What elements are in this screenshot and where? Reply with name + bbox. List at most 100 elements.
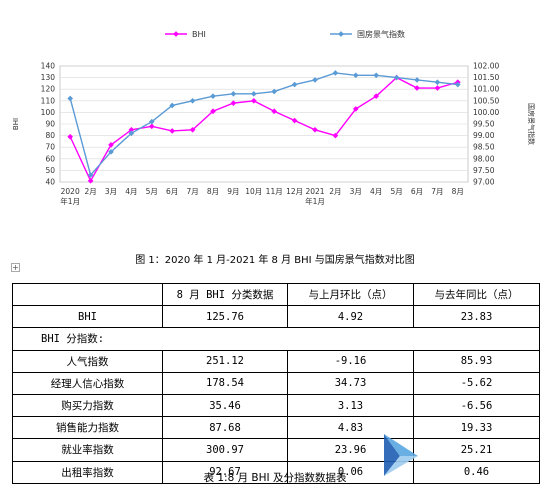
y-left-tick-label: 130 xyxy=(41,73,56,82)
data-point-bhi xyxy=(169,128,176,134)
y-right-tick-label: 101.50 xyxy=(473,73,499,82)
x-tick-label: 4月 xyxy=(125,187,137,196)
y-right-tick-label: 100.00 xyxy=(473,108,499,117)
y-left-tick-label: 140 xyxy=(41,62,56,71)
y-left-axis-title: BHI xyxy=(12,118,20,130)
row-name: 购买力指数 xyxy=(12,393,163,418)
x-tick-label: 5月 xyxy=(390,187,402,196)
table-row: 销售能力指数 87.68 4.83 19.33 xyxy=(12,416,540,440)
data-point-bhi xyxy=(352,106,359,112)
x-tick-label: 7月 xyxy=(186,187,198,196)
data-point-guofang xyxy=(434,79,441,86)
legend-label: 国房景气指数 xyxy=(357,29,405,39)
x-tick-label: 2月 xyxy=(329,187,341,196)
data-point-bhi xyxy=(373,93,380,99)
value-cell: 3.13 xyxy=(287,393,414,418)
header-cell: 与上月环比（点） xyxy=(287,282,414,307)
x-tick-label: 11月 xyxy=(266,187,283,196)
header-cell: 与去年同比（点） xyxy=(413,282,540,307)
figure-caption: 图 1：2020 年 1 月-2021 年 8 月 BHI 与国房景气指数对比图 xyxy=(135,255,415,266)
y-right-axis-title: 国房景气指数 xyxy=(527,103,536,145)
data-point-guofang xyxy=(67,95,74,102)
value-cell: 19.33 xyxy=(413,416,540,440)
data-point-guofang xyxy=(87,172,94,178)
x-tick-label: 8月 xyxy=(452,187,464,196)
x-tick-label: 12月 xyxy=(286,187,303,196)
data-point-bhi xyxy=(271,108,278,115)
value-cell: 0.46 xyxy=(413,460,540,484)
data-point-bhi xyxy=(128,126,135,133)
data-point-guofang xyxy=(189,97,196,104)
row-name: 人气指数 xyxy=(12,349,163,373)
data-point-bhi xyxy=(108,142,114,148)
data-point-bhi xyxy=(312,126,318,133)
y-right-tick-label: 101.00 xyxy=(473,85,499,94)
y-right-tick-label: 100.50 xyxy=(473,96,499,105)
section-label: BHI 分指数: xyxy=(12,327,540,351)
x-tick-label: 10月 xyxy=(245,187,262,196)
data-point-bhi xyxy=(414,85,420,91)
row-name: 出租率指数 xyxy=(12,460,163,484)
legend-label: BHI xyxy=(192,30,206,39)
x-tick-label: 6月 xyxy=(166,187,178,196)
value-cell: 85.93 xyxy=(413,349,540,373)
data-point-guofang xyxy=(393,74,400,81)
table-row: 出租率指数 92.67 0.06 0.46 xyxy=(12,460,540,484)
data-point-bhi xyxy=(250,97,257,104)
value-cell: 35.46 xyxy=(162,393,288,418)
data-point-guofang xyxy=(414,77,420,83)
value-cell: -9.16 xyxy=(287,349,414,373)
y-left-tick-label: 100 xyxy=(41,108,56,117)
y-right-tick-label: 98.00 xyxy=(473,154,495,163)
y-left-tick-label: 90 xyxy=(45,120,55,129)
y-right-tick-label: 99.50 xyxy=(473,120,495,129)
row-name: BHI xyxy=(12,305,163,329)
data-point-guofang xyxy=(373,72,380,79)
value-cell: 125.76 xyxy=(162,305,288,329)
table-move-handle-icon[interactable]: + xyxy=(11,263,20,272)
x-tick-label: 6月 xyxy=(411,187,423,196)
x-tick-label: 2020 年1月 xyxy=(60,187,80,206)
x-tick-label: 2021 年1月 xyxy=(305,187,325,206)
value-cell: 251.12 xyxy=(162,349,288,373)
data-point-guofang xyxy=(454,81,461,88)
data-table: 8 月 BHI 分类数据 与上月环比（点） 与去年同比（点） BHI 125.7… xyxy=(12,282,540,484)
line-chart: 40 50 60 70 80 90 100 110 120 130 140 97.00 97.50 98.… xyxy=(12,29,536,206)
data-point-guofang xyxy=(312,77,318,83)
header-cell xyxy=(12,282,163,307)
data-point-guofang xyxy=(352,72,359,79)
table-row: 购买力指数 35.46 3.13 -6.56 xyxy=(12,393,540,418)
x-tick-label: 7月 xyxy=(431,187,443,196)
data-point-guofang xyxy=(291,81,298,88)
legend-swatch-marker xyxy=(338,31,344,37)
data-point-bhi xyxy=(148,123,155,130)
legend-swatch-marker xyxy=(173,31,179,37)
row-name: 就业率指数 xyxy=(12,438,163,462)
header-cell: 8 月 BHI 分类数据 xyxy=(162,282,288,307)
data-point-bhi xyxy=(230,100,237,106)
value-cell: 25.21 xyxy=(413,438,540,462)
y-left-tick-label: 120 xyxy=(41,85,56,94)
value-cell: 23.83 xyxy=(413,305,540,329)
x-tick-label: 3月 xyxy=(350,187,362,196)
table-section-row: BHI 分指数: xyxy=(12,327,540,351)
data-point-guofang xyxy=(230,91,237,97)
series-line-guofang xyxy=(69,72,458,177)
data-point-guofang xyxy=(250,91,257,97)
value-cell: 4.92 xyxy=(287,305,414,329)
value-cell: 92.67 xyxy=(162,460,288,484)
table-row: 经理人信心指数 178.54 34.73 -5.62 xyxy=(12,371,540,395)
data-point-guofang xyxy=(108,149,114,155)
value-cell: -6.56 xyxy=(413,393,540,418)
x-tick-label: 2月 xyxy=(84,187,96,196)
x-tick-label: 3月 xyxy=(105,187,117,196)
table-row: 人气指数 251.12 -9.16 85.93 xyxy=(12,349,540,373)
table-row: BHI 125.76 4.92 23.83 xyxy=(12,305,540,329)
x-tick-label: 4月 xyxy=(370,187,382,196)
x-tick-label: 8月 xyxy=(207,187,219,196)
y-right-tick-label: 99.00 xyxy=(473,131,495,140)
row-name: 经理人信心指数 xyxy=(12,371,163,395)
series-line-bhi xyxy=(69,76,458,183)
y-right-tick-label: 102.00 xyxy=(473,62,499,71)
y-left-tick-label: 40 xyxy=(45,178,55,187)
